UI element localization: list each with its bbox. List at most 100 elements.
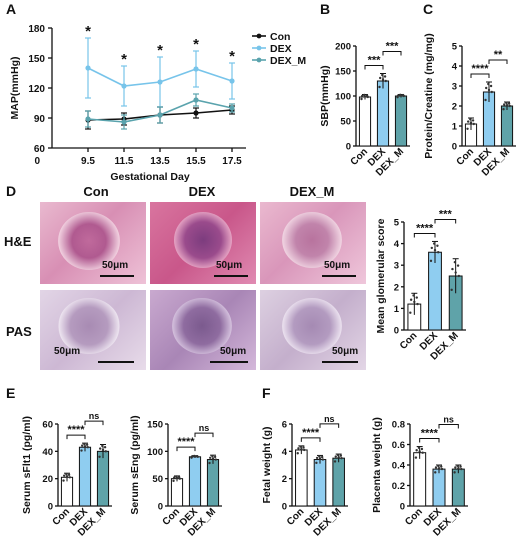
- y-tick-label: 120: [28, 84, 45, 95]
- significance-label: ***: [386, 41, 400, 53]
- significance-star: *: [121, 51, 127, 68]
- scale-bar-label: 50μm: [102, 260, 129, 271]
- significance-label: ns: [443, 415, 454, 425]
- histology-he-dex: 50μm: [150, 202, 256, 284]
- data-dot: [487, 82, 490, 86]
- data-dot: [416, 302, 419, 306]
- data-dot: [103, 446, 107, 449]
- data-point: [121, 83, 127, 89]
- legend-marker: [256, 45, 262, 51]
- scale-bar-label: 50μm: [324, 260, 351, 271]
- data-dot: [469, 118, 472, 121]
- significance-star: *: [85, 23, 91, 40]
- data-dot: [415, 296, 418, 299]
- y-tick-label: 5: [394, 218, 400, 229]
- comparison-bracket: [470, 73, 490, 78]
- y-tick-label: 0.8: [392, 420, 405, 431]
- y-tick-label: 0: [346, 142, 351, 153]
- data-dot: [414, 456, 418, 459]
- bar-dex_m: [394, 95, 408, 147]
- data-dot: [412, 294, 415, 297]
- data-dot: [456, 464, 459, 468]
- significance-label: ****: [177, 436, 195, 448]
- data-dot: [208, 461, 211, 465]
- y-axis-title: Protein/Creatine (mg/mg): [423, 33, 435, 158]
- data-dot: [505, 101, 508, 105]
- data-dot: [433, 248, 437, 252]
- comparison-bracket: [176, 446, 196, 452]
- histology-row-pas: PAS: [6, 324, 32, 339]
- significance-label: ****: [302, 427, 320, 439]
- x-tick-label: 9.5: [81, 156, 95, 167]
- data-dot: [399, 94, 403, 97]
- data-dot: [98, 455, 101, 458]
- scale-bar-label: 50μm: [54, 346, 81, 357]
- y-tick-label: 2: [282, 474, 287, 485]
- data-dot: [460, 467, 463, 471]
- data-dot: [505, 104, 509, 107]
- data-dot: [101, 448, 105, 452]
- y-tick-label: 5: [452, 42, 458, 53]
- y-tick-label: 50: [152, 474, 163, 485]
- data-dot: [211, 457, 215, 460]
- data-dot: [104, 450, 107, 453]
- panel-letter-b: B: [320, 1, 330, 17]
- comparison-bracket: [488, 59, 508, 64]
- x-axis-title: Gestational Day: [110, 171, 190, 183]
- scale-bar: [100, 275, 134, 277]
- y-tick-label: 60: [42, 420, 53, 431]
- data-dot: [81, 444, 84, 447]
- significance-label: ***: [368, 55, 382, 67]
- legend-label: DEX_M: [270, 55, 306, 67]
- data-point: [193, 97, 199, 103]
- x-tick-label: Con: [51, 506, 73, 528]
- data-dot: [339, 454, 343, 457]
- data-point: [85, 65, 91, 71]
- data-dot: [320, 455, 324, 459]
- data-dot: [315, 461, 318, 465]
- data-dot: [85, 443, 89, 446]
- bar-dex: [78, 446, 92, 507]
- data-dot: [173, 476, 176, 479]
- scale-bar-label: 50μm: [216, 260, 243, 271]
- histology-he-dexm: 50μm: [260, 202, 366, 284]
- y-tick-label: 4: [394, 239, 400, 250]
- y-axis-title: MAP(mmHg): [9, 57, 21, 120]
- y-tick-label: 1: [394, 304, 400, 315]
- data-dot: [297, 447, 300, 450]
- histology-pas-con: 50μm: [40, 290, 146, 370]
- y-tick-label: 4: [452, 62, 458, 73]
- data-dot: [67, 473, 71, 477]
- significance-label: ****: [471, 63, 489, 75]
- x-tick-label: Con: [161, 506, 183, 528]
- data-dot: [453, 260, 457, 264]
- y-tick-label: 3: [394, 261, 399, 272]
- histology-col-dex: DEX: [189, 184, 216, 199]
- histology-he-con: 50μm: [40, 202, 146, 284]
- data-dot: [440, 467, 444, 471]
- data-dot: [196, 455, 199, 458]
- data-dot: [101, 444, 104, 448]
- data-dot: [437, 467, 441, 470]
- data-dot: [63, 474, 66, 477]
- data-dot: [502, 108, 505, 111]
- y-tick-label: 90: [34, 114, 46, 125]
- bar-con: [295, 449, 308, 507]
- data-dot: [469, 121, 473, 125]
- comparison-bracket: [382, 51, 402, 56]
- significance-label: ***: [439, 208, 453, 220]
- y-tick-label: 100: [147, 447, 163, 458]
- data-dot: [489, 84, 493, 88]
- x-tick-label: 17.5: [222, 156, 242, 167]
- data-dot: [490, 90, 493, 94]
- bar-dex_m: [451, 468, 465, 507]
- significance-label: ns: [324, 414, 335, 424]
- panel-letter-c: C: [423, 1, 433, 17]
- data-dot: [360, 97, 363, 101]
- comparison-bracket: [364, 65, 384, 70]
- y-tick-label: 2: [394, 282, 399, 293]
- x-tick-label: 15.5: [186, 156, 206, 167]
